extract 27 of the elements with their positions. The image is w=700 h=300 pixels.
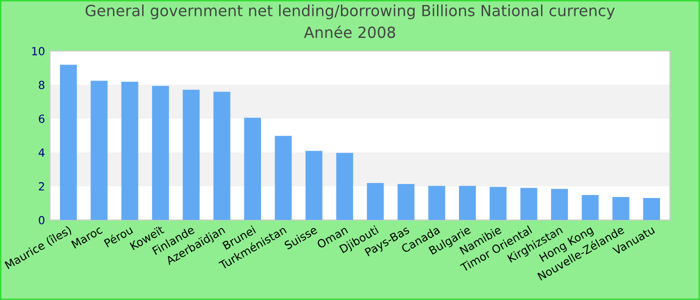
bar (520, 188, 538, 220)
bar (213, 92, 230, 220)
bar (612, 197, 630, 220)
y-tick-label: 0 (38, 216, 44, 224)
bar (428, 186, 446, 220)
bar (60, 64, 77, 220)
y-tick-label: 8 (38, 80, 44, 90)
bar (643, 198, 660, 220)
bar (336, 152, 354, 220)
bar (582, 194, 599, 220)
bar (398, 184, 414, 220)
chart-title: General government net lending/borrowing Billions National currency Année 2008 (86, 4, 615, 38)
bar (182, 90, 200, 220)
bar (90, 80, 108, 220)
bar (551, 188, 568, 220)
bar (458, 186, 476, 220)
bar (244, 118, 262, 220)
y-tick-label: 6 (38, 114, 44, 123)
bar (366, 182, 384, 220)
bar (274, 136, 292, 220)
bar (121, 82, 138, 220)
bar (152, 86, 169, 220)
bar (490, 186, 507, 220)
bar (306, 150, 322, 220)
y-tick-label: 10 (32, 46, 44, 56)
y-tick-label: 2 (38, 182, 44, 190)
y-tick-label: 4 (38, 148, 45, 157)
